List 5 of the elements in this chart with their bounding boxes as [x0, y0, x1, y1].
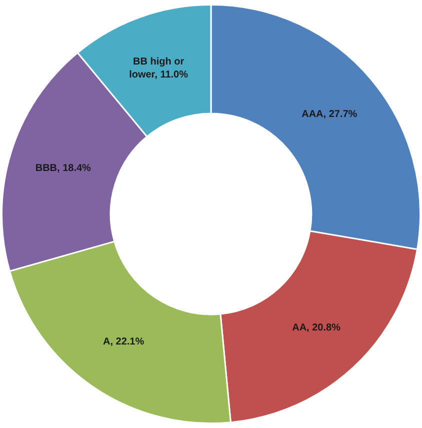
slice-label: AAA, 27.7%: [302, 108, 358, 120]
slice-label: AA, 20.8%: [292, 322, 341, 334]
slice-label: BBB, 18.4%: [35, 162, 92, 174]
slice-label: A, 22.1%: [102, 336, 144, 348]
slice-label: BB high or lower, 11.0%: [129, 56, 188, 81]
